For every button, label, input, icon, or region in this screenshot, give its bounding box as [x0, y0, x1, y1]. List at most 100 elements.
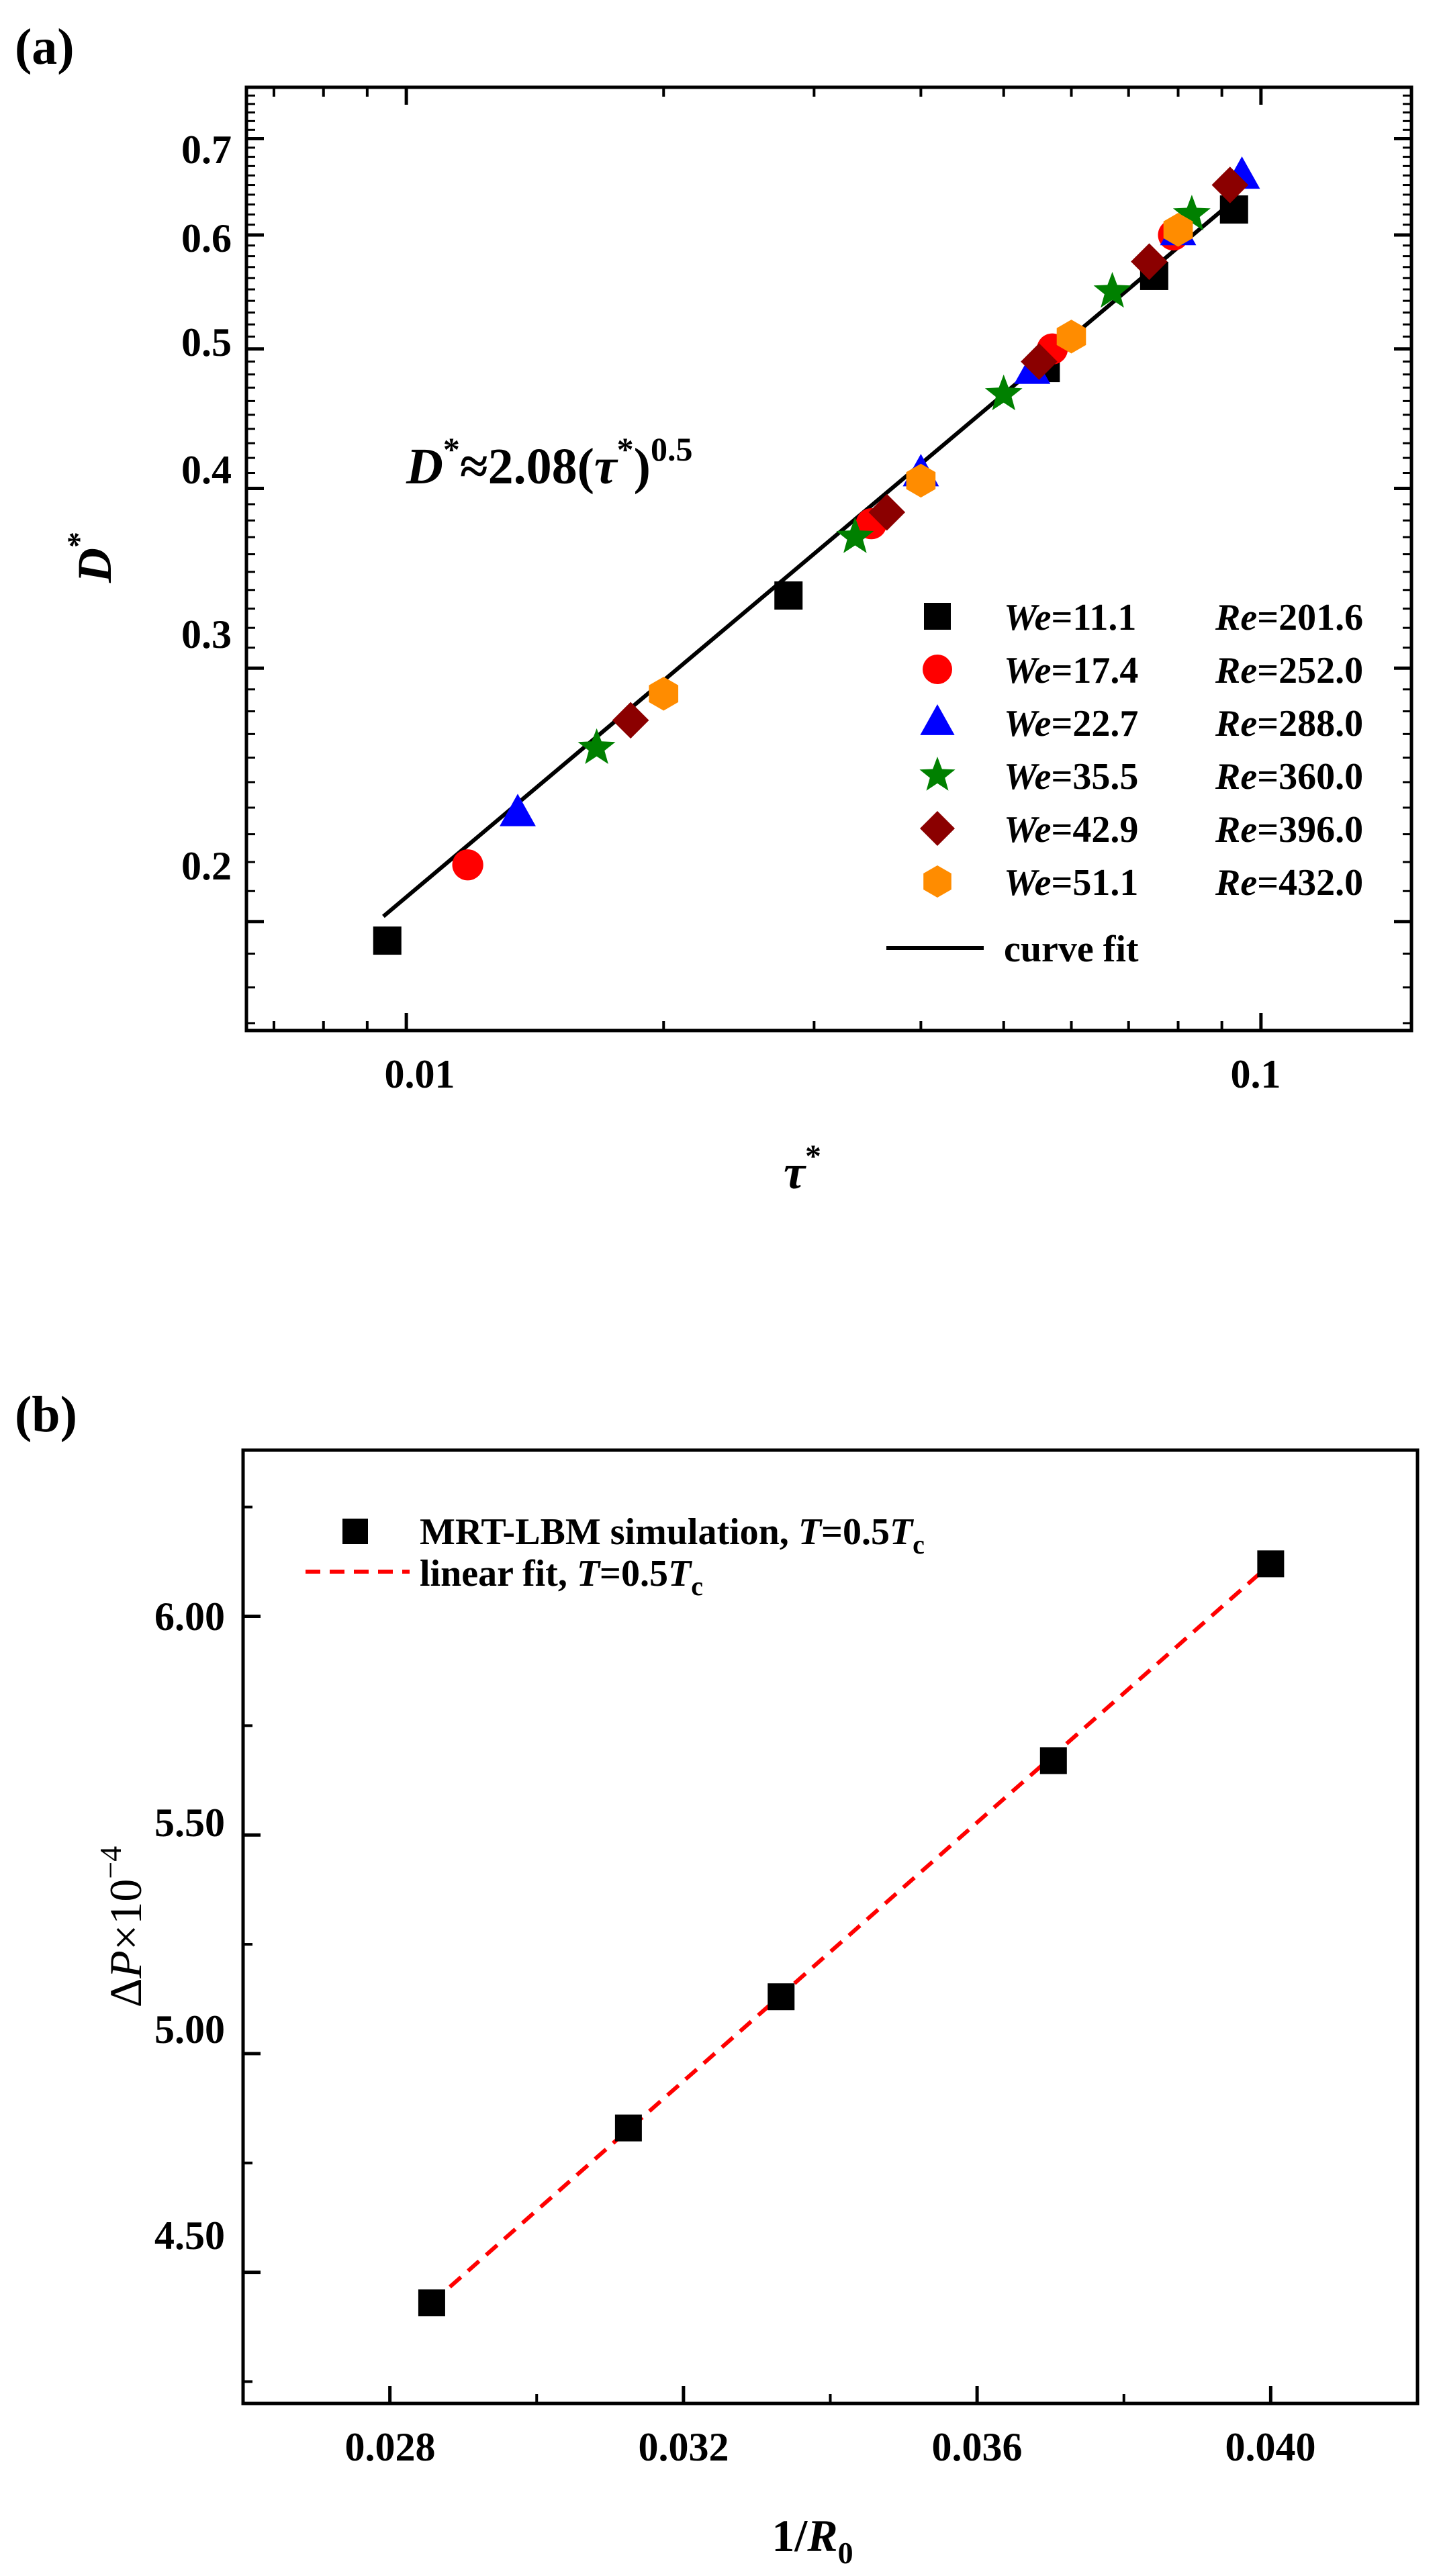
panel-b: (b) 4.50 5.00 5.50 6.00 0.028 0.032 0.03…	[15, 1386, 1420, 2570]
b-point-square-3	[1039, 1747, 1067, 1774]
legend-a-re-360.0: Re=360.0	[1215, 756, 1363, 798]
a-point-square-0-4	[1219, 195, 1248, 224]
a-ylabel-var: D	[68, 548, 122, 583]
eq-part-tau: τ	[594, 438, 618, 495]
panel-a-plot-frame	[244, 85, 1413, 1033]
panel-a-axis-ticks	[246, 87, 1411, 1031]
panel-a-y-axis-label: D*	[61, 532, 122, 583]
panel-a: (a) 0.2 0.3 0.4 0.5 0.6 0.7 0.01 0.1 τ* …	[15, 19, 1413, 1199]
a-point-star-3-1	[836, 517, 874, 553]
b-ytick-label-5.50: 5.50	[154, 1801, 225, 1845]
a-point-hexagon-5-0	[649, 677, 679, 711]
a-point-triangle-2-0	[500, 794, 536, 826]
panel-a-legend: We=11.1 Re=201.6 We=17.4 Re=252.0 We=22.…	[886, 597, 1363, 970]
legend-a-markers	[919, 603, 956, 898]
b-point-square-0	[418, 2289, 445, 2317]
legend-a-we-17.4: We=17.4	[1004, 650, 1138, 691]
b-linear-fit-line	[430, 1562, 1272, 2305]
a-point-star-3-0	[577, 728, 616, 764]
a-xlabel-sup: *	[805, 1139, 821, 1174]
legend-b-linear-fit-label: linear fit, T=0.5Tc	[420, 1553, 703, 1601]
a-curve-fit-line	[381, 195, 1240, 918]
legend-a-we-22.7: We=22.7	[1004, 703, 1138, 745]
a-point-star-3-3	[1093, 272, 1131, 308]
b-point-square-1	[614, 2114, 642, 2142]
a-ytick-label-0.5: 0.5	[181, 320, 232, 365]
b-ylabel-var: P	[100, 1950, 151, 1979]
a-ylabel-sup: *	[61, 532, 97, 548]
b-ytick-label-4.50: 4.50	[154, 2213, 225, 2258]
panel-a-x-tick-labels: 0.01 0.1	[385, 1052, 1281, 1096]
panel-b-y-axis-label: ΔP×10−4	[93, 1846, 151, 2008]
eq-part-D: D	[406, 438, 443, 495]
panel-a-fit-equation: D*≈2.08(τ*)0.5	[406, 430, 692, 495]
b-xlabel-sub: 0	[838, 2536, 853, 2570]
a-ytick-label-0.4: 0.4	[181, 448, 232, 492]
legend-a-re-288.0: Re=288.0	[1215, 703, 1363, 745]
legend-b-square-marker	[342, 1519, 368, 1544]
a-point-square-0-1	[774, 581, 803, 610]
legend-a-we-11.1: We=11.1	[1004, 597, 1136, 638]
a-ytick-label-0.6: 0.6	[181, 216, 232, 260]
b-xlabel-var: R	[806, 2510, 837, 2561]
a-point-diamond-4-4	[1211, 166, 1249, 203]
panel-b-axis-ticks	[243, 1505, 1272, 2403]
a-point-hexagon-5-3	[1163, 213, 1193, 247]
legend-a-marker-triangle	[920, 704, 955, 735]
legend-a-marker-square	[924, 603, 951, 630]
a-point-hexagon-5-1	[906, 463, 936, 498]
legend-a-re-432.0: Re=432.0	[1215, 862, 1363, 904]
panel-b-points-layer	[418, 1550, 1285, 2317]
a-point-hexagon-5-2	[1056, 320, 1086, 354]
panel-a-x-axis-label: τ*	[784, 1139, 821, 1199]
a-point-star-3-2	[984, 374, 1023, 411]
legend-a-re-396.0: Re=396.0	[1215, 809, 1363, 851]
b-ytick-label-5.00: 5.00	[154, 2007, 225, 2052]
b-xlabel-main: 1/	[772, 2510, 808, 2561]
legend-a-marker-circle	[923, 655, 952, 684]
panel-a-y-tick-labels: 0.2 0.3 0.4 0.5 0.6 0.7	[181, 128, 232, 888]
a-ytick-label-0.7: 0.7	[181, 128, 232, 172]
panel-b-x-axis-label: 1/R0	[772, 2510, 853, 2570]
b-ytick-label-6.00: 6.00	[154, 1594, 225, 1639]
panel-b-fit-layer	[430, 1562, 1272, 2305]
legend-a-curve-fit-label: curve fit	[1004, 928, 1139, 970]
b-ylabel-rest: ×10	[100, 1879, 151, 1950]
b-ylabel-exp: −4	[93, 1846, 128, 1879]
b-point-square-2	[768, 1983, 795, 2011]
legend-a-we-51.1: We=51.1	[1004, 862, 1138, 904]
panel-b-y-tick-labels: 4.50 5.00 5.50 6.00	[154, 1594, 225, 2258]
a-point-diamond-4-0	[612, 702, 649, 739]
a-point-square-0-0	[373, 926, 402, 955]
eq-part-paren: )	[634, 438, 651, 495]
panel-a-points-layer	[373, 156, 1260, 955]
eq-part-star2: *	[617, 430, 634, 468]
a-point-diamond-4-3	[1131, 243, 1168, 280]
a-xlabel-var: τ	[784, 1145, 806, 1199]
a-ytick-label-0.3: 0.3	[181, 612, 232, 657]
legend-b-simulation-label: MRT-LBM simulation, T=0.5Tc	[420, 1511, 925, 1560]
panel-a-label: (a)	[15, 19, 75, 75]
legend-a-marker-star	[919, 757, 956, 791]
a-xtick-label-0.1: 0.1	[1231, 1052, 1281, 1096]
legend-a-we-35.5: We=35.5	[1004, 756, 1138, 798]
legend-a-we-42.9: We=42.9	[1004, 809, 1138, 851]
a-point-diamond-4-1	[868, 493, 906, 531]
eq-part-star1: *	[443, 430, 460, 468]
panel-b-x-tick-labels: 0.028 0.032 0.036 0.040	[345, 2425, 1316, 2469]
b-point-square-4	[1257, 1550, 1285, 1578]
panel-b-label: (b)	[15, 1386, 77, 1443]
legend-a-re-252.0: Re=252.0	[1215, 650, 1363, 691]
b-xtick-label-0.028: 0.028	[345, 2425, 436, 2469]
a-xtick-label-0.01: 0.01	[385, 1052, 455, 1096]
a-point-diamond-4-2	[1021, 343, 1058, 380]
panel-a-fit-layer	[381, 195, 1240, 918]
a-ytick-label-0.2: 0.2	[181, 844, 232, 888]
b-xtick-label-0.032: 0.032	[639, 2425, 729, 2469]
a-point-star-3-4	[1172, 195, 1211, 231]
legend-a-re-201.6: Re=201.6	[1215, 597, 1363, 638]
legend-a-marker-diamond	[920, 811, 955, 846]
eq-part-coef: ≈2.08(	[460, 438, 594, 495]
b-xtick-label-0.036: 0.036	[932, 2425, 1023, 2469]
